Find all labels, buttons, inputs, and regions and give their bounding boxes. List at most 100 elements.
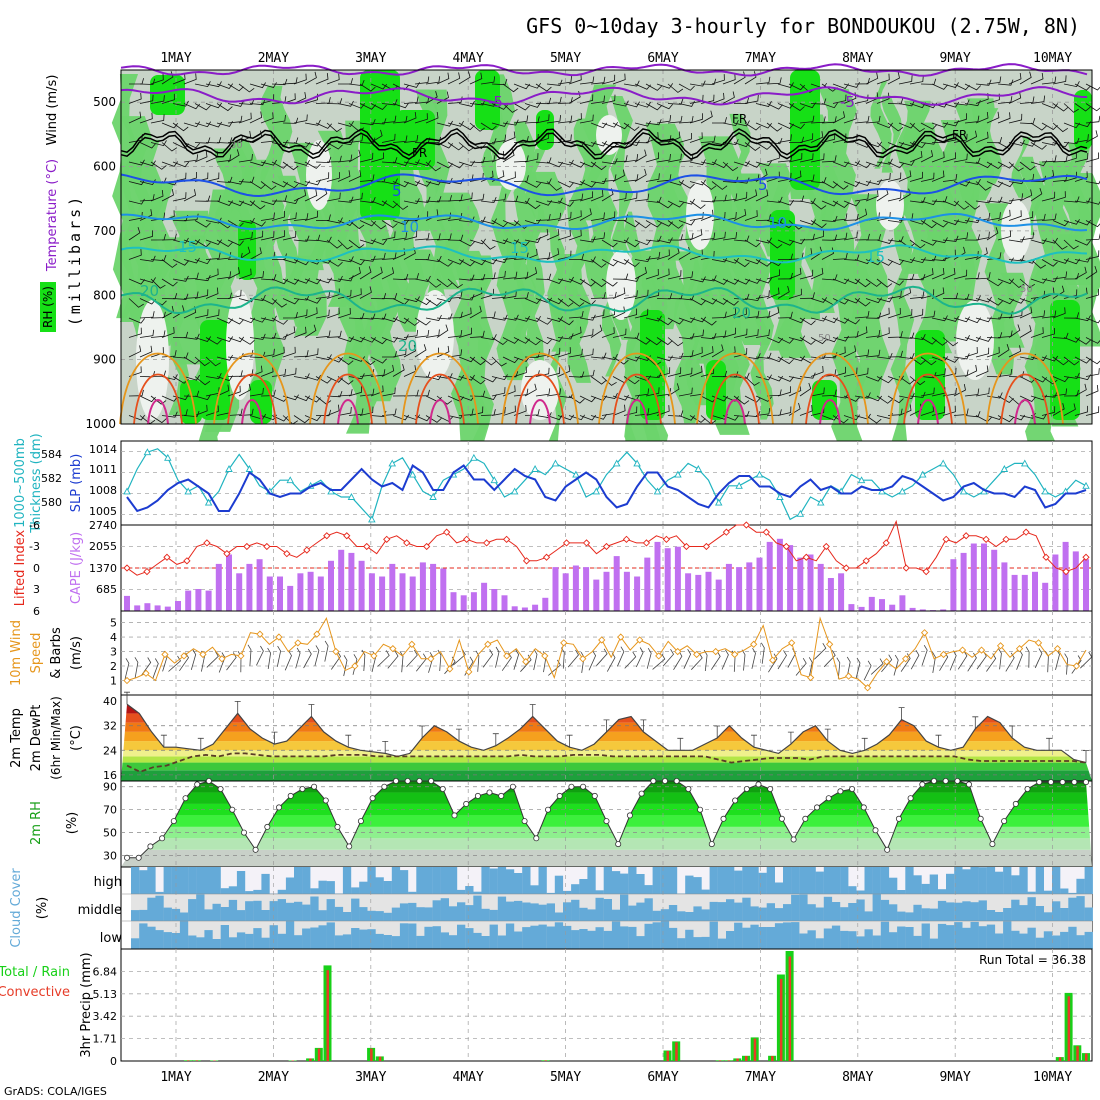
- rh2m-point: [474, 792, 481, 799]
- upper-wind-barb: [854, 208, 868, 221]
- upper-wind-barb: [227, 178, 244, 185]
- upper-wind-barb: [667, 337, 684, 347]
- upper-wind-barb: [535, 178, 552, 185]
- lifted-index-line-point: [1002, 535, 1010, 543]
- upper-wind-barb: [271, 298, 288, 308]
- cloud-cover-bar: [1060, 931, 1069, 949]
- upper-wind-barb: [139, 78, 156, 85]
- upper-wind-barb: [667, 200, 684, 208]
- upper-wind-barb: [810, 230, 824, 241]
- upper-wind-barb: [282, 181, 299, 189]
- cloud-cover-bar: [179, 921, 189, 949]
- cloud-cover-bar: [693, 906, 702, 921]
- cloud-cover-bar: [815, 871, 824, 894]
- upper-wind-barb: [733, 141, 750, 148]
- isotherm-10: [120, 212, 1088, 232]
- upper-wind-barb: [920, 78, 937, 85]
- upper-wind-barb: [964, 200, 981, 210]
- upper-wind-barb: [381, 408, 397, 416]
- upper-wind-barb: [227, 408, 243, 416]
- cape-bar: [185, 590, 192, 611]
- cloud-cover-bar: [652, 910, 661, 921]
- upper-wind-barb: [337, 100, 354, 107]
- upper-wind-barb: [612, 155, 628, 163]
- cloud-cover-bar: [1060, 908, 1069, 921]
- upper-wind-barb: [931, 267, 945, 280]
- upper-wind-barb: [238, 130, 252, 143]
- wind10m-label: 10m Wind: [9, 620, 24, 686]
- cloud-cover-bar: [408, 923, 417, 949]
- rh2m-tick-label: 90: [103, 781, 117, 794]
- wind10m-barb: [330, 651, 341, 670]
- wind10m-speed-line-point: [484, 640, 492, 648]
- upper-wind-barb: [227, 385, 241, 397]
- wind10m-speed-line: [126, 616, 1087, 689]
- wind10m-barb: [588, 650, 597, 671]
- rh-plume: [565, 187, 592, 383]
- wind10m-speed-line-point: [636, 636, 644, 644]
- cloud-cover-bar: [1003, 908, 1012, 921]
- upper-wind-barb: [634, 136, 651, 144]
- date-label-top: 9MAY: [940, 51, 971, 66]
- minmax-whisker: [1009, 725, 1016, 738]
- upper-wind-barb: [799, 382, 812, 397]
- cloud-cover-bar: [644, 923, 653, 949]
- upper-wind-barb: [1085, 384, 1099, 397]
- upper-wind-barb: [1008, 72, 1022, 85]
- upper-wind-barb: [1008, 278, 1025, 289]
- upper-wind-barb: [139, 329, 155, 338]
- upper-wind-barb: [601, 392, 618, 399]
- upper-wind-barb: [656, 237, 673, 244]
- upper-wind-barb: [183, 291, 199, 299]
- wind10m-barb: [168, 655, 182, 672]
- rh2m-point: [907, 795, 914, 802]
- upper-wind-barb: [227, 317, 244, 325]
- upper-wind-barb: [524, 383, 537, 397]
- rh2m-point: [194, 781, 201, 788]
- upper-wind-barb: [403, 317, 420, 326]
- upper-wind-barb: [271, 161, 288, 169]
- upper-wind-barb: [1052, 220, 1070, 227]
- upper-wind-barb: [491, 151, 505, 163]
- rh2m-tick-label: 50: [103, 827, 117, 840]
- upper-wind-barb: [1041, 328, 1055, 338]
- upper-wind-barb: [678, 367, 693, 377]
- upper-wind-barb: [623, 239, 640, 248]
- upper-wind-barb: [469, 376, 486, 385]
- cloud-cover-bar: [848, 886, 857, 894]
- wind10m-speed-line-point: [408, 640, 416, 648]
- upper-wind-barb: [579, 328, 594, 338]
- isotherm-35: [917, 399, 939, 425]
- cloud-cover-bar: [872, 894, 881, 921]
- upper-wind-barb: [502, 252, 518, 260]
- cloud-cover-bar: [1076, 878, 1085, 894]
- upper-wind-barb: [425, 161, 441, 172]
- upper-wind-barb: [854, 115, 870, 124]
- upper-wind-barb: [1085, 152, 1099, 163]
- cloud-cover-bar: [538, 867, 547, 894]
- upper-wind-barb: [128, 414, 146, 421]
- rh2m-point: [299, 786, 306, 793]
- upper-wind-barb: [359, 368, 375, 377]
- isotherm-25: [986, 352, 1064, 425]
- cloud-cover-bar: [668, 927, 678, 949]
- upper-wind-barb: [1041, 237, 1058, 244]
- cloud-cover-bar: [766, 867, 775, 894]
- upper-wind-barb: [502, 314, 519, 321]
- upper-wind-barb: [183, 239, 201, 245]
- wind10m-barb: [617, 646, 625, 667]
- cloud-cover-bar: [734, 870, 743, 894]
- cloud-cover-bar: [946, 873, 955, 894]
- upper-wind-barb: [447, 349, 463, 358]
- wind10m-barb: [949, 650, 957, 671]
- upper-wind-barb: [931, 368, 946, 377]
- cape-bar: [654, 541, 661, 611]
- upper-wind-barb: [755, 259, 772, 267]
- minmax-whisker: [640, 719, 647, 732]
- upper-wind-barb: [381, 387, 396, 397]
- cloud-cover-bar: [1019, 867, 1028, 894]
- cloud-cover-bar: [269, 901, 278, 921]
- upper-wind-barb: [535, 83, 552, 92]
- cloud-cover-bar: [155, 891, 164, 894]
